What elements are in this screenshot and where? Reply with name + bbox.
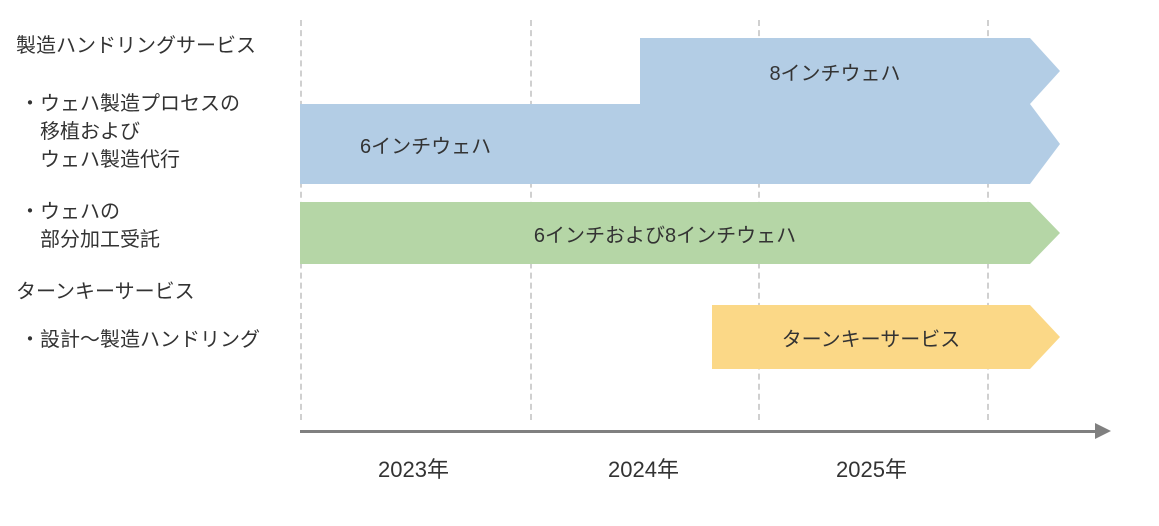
bar-turnkey-arrow bbox=[1030, 305, 1060, 369]
x-axis-arrow bbox=[1095, 423, 1111, 439]
label-wafer-process: ・ウェハ製造プロセスの 移植および ウェハ製造代行 bbox=[20, 90, 240, 174]
bar-6and8-arrow bbox=[1030, 202, 1060, 264]
label-mfg-handling: 製造ハンドリングサービス bbox=[16, 32, 256, 60]
year-2023: 2023年 bbox=[378, 452, 449, 484]
bar-6and8: 6インチおよび8インチウェハ bbox=[300, 202, 1030, 264]
bar-6inch: 6インチウェハ bbox=[300, 104, 1030, 184]
bar-8inch-label: 8インチウェハ bbox=[769, 57, 900, 86]
x-axis bbox=[300, 430, 1095, 433]
bar-6inch-arrow bbox=[1030, 104, 1060, 184]
bar-8inch: 8インチウェハ bbox=[640, 38, 1030, 104]
roadmap-chart: 製造ハンドリングサービス ・ウェハ製造プロセスの 移植および ウェハ製造代行 ・… bbox=[0, 0, 1159, 526]
bar-turnkey-label: ターンキーサービス bbox=[782, 323, 961, 352]
label-design-to-mfg: ・設計～製造ハンドリング bbox=[20, 326, 260, 354]
year-2024: 2024年 bbox=[608, 452, 679, 484]
bar-6inch-label: 6インチウェハ bbox=[360, 130, 491, 159]
bar-6and8-label: 6インチおよび8インチウェハ bbox=[534, 219, 796, 248]
label-wafer-partial: ・ウェハの 部分加工受託 bbox=[20, 198, 160, 254]
bar-8inch-arrow bbox=[1030, 38, 1060, 104]
timeline-area: 8インチウェハ 6インチウェハ 6インチおよび8インチウェハ ターンキーサービス… bbox=[300, 0, 1120, 526]
bar-turnkey: ターンキーサービス bbox=[712, 305, 1030, 369]
year-2025: 2025年 bbox=[836, 452, 907, 484]
label-turnkey-service: ターンキーサービス bbox=[16, 278, 195, 306]
